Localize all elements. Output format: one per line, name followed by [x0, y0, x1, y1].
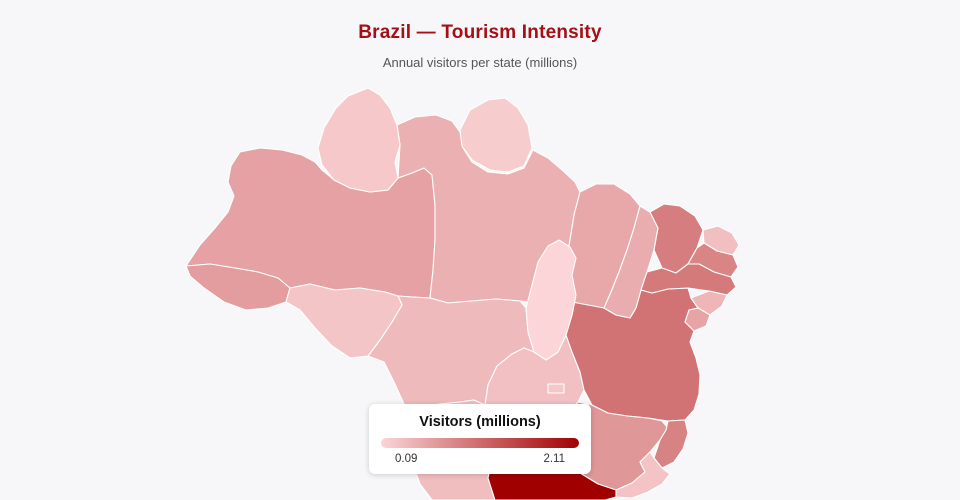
legend-title: Visitors (millions)	[419, 414, 541, 430]
state-PE[interactable]: Pernambuco — 0.95	[640, 263, 737, 296]
state-DF[interactable]: Distrito Federal — 0.22	[547, 383, 565, 394]
legend: Visitors (millions) 0.09 2.11	[369, 404, 591, 474]
state-ES[interactable]: Espírito Santo — 0.88	[653, 419, 689, 469]
state-RO[interactable]: Rondônia — 0.24	[285, 283, 403, 359]
chart-subtitle: Annual visitors per state (millions)	[382, 55, 578, 70]
legend-min-label: 0.09	[395, 453, 418, 465]
legend-max-label: 2.11	[543, 453, 565, 465]
legend-gradient-bar	[381, 438, 579, 448]
state-RR[interactable]: Roraima — 0.21	[317, 87, 401, 193]
legend-labels: 0.09 2.11	[381, 453, 579, 465]
state-TO[interactable]: Tocantins — 0.09	[525, 239, 577, 361]
state-AP[interactable]: Amapá — 0.18	[459, 97, 533, 173]
chart-title: Brazil — Tourism Intensity	[358, 22, 602, 43]
state-SE[interactable]: Sergipe — 0.55	[684, 307, 711, 332]
